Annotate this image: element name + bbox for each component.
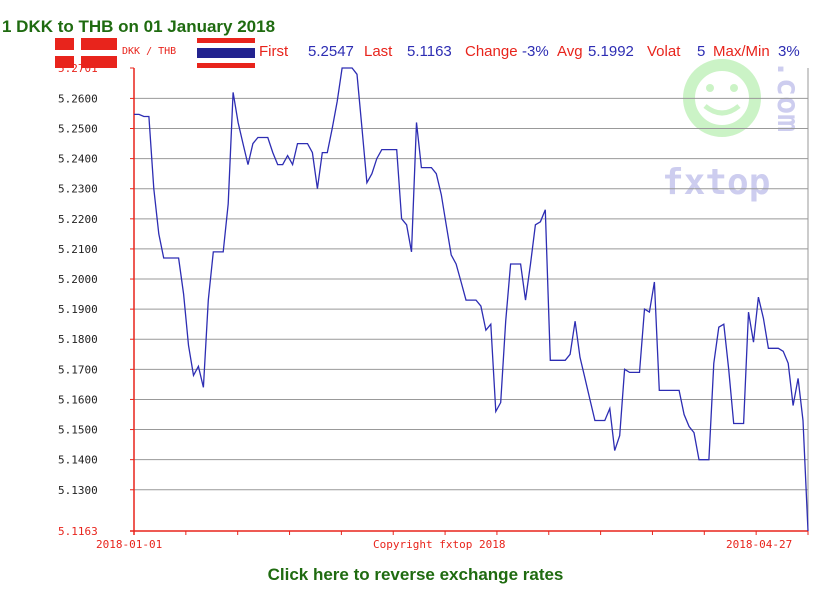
avg-value: 5.1992 <box>588 43 634 60</box>
y-tick-label: 5.2100 <box>58 243 98 256</box>
volat-value: 5 <box>697 43 705 60</box>
maxmin-value: 3% <box>778 43 800 60</box>
series-line-dkk-thb <box>134 67 809 532</box>
reverse-rates-link[interactable]: Click here to reverse exchange rates <box>267 565 564 584</box>
maxmin-label: Max/Min <box>713 43 770 60</box>
change-label: Change <box>465 43 518 60</box>
y-tick-label: 5.1163 <box>58 525 98 538</box>
first-value: 5.2547 <box>308 43 354 60</box>
y-tick-label: 5.1800 <box>58 333 98 346</box>
y-tick-label: 5.2500 <box>58 123 98 136</box>
change-value: -3% <box>522 43 549 60</box>
stats-bar: First 5.2547 Last 5.1163 Change -3% Avg … <box>259 43 800 60</box>
thailand-flag-icon <box>197 38 255 68</box>
last-label: Last <box>364 43 393 60</box>
plot-area: 5.2701 5.2600 5.2500 5.2400 5.2300 5.2200 5.21… <box>58 62 809 538</box>
y-tick-label: 5.1600 <box>58 393 98 406</box>
currency-pair-label: DKK / THB <box>122 46 176 57</box>
denmark-flag-icon <box>55 38 117 68</box>
y-tick-label: 5.2300 <box>58 183 98 196</box>
watermark-brand: fxtop <box>662 162 770 203</box>
avg-label: Avg <box>557 43 583 60</box>
y-tick-label: 5.2600 <box>58 92 98 105</box>
y-tick-label: 5.1300 <box>58 484 98 497</box>
fxtop-watermark: .com fxtop <box>662 59 805 203</box>
first-label: First <box>259 43 289 60</box>
x-tick-label-copyright: Copyright fxtop 2018 <box>373 538 505 551</box>
watermark-domain: .com <box>770 60 805 132</box>
last-value: 5.1163 <box>407 43 452 60</box>
y-tick-label: 5.1400 <box>58 454 98 467</box>
y-tick-label: 5.2400 <box>58 153 98 166</box>
y-tick-label: 5.2701 <box>58 62 98 75</box>
chart-title: 1 DKK to THB on 01 January 2018 <box>2 17 275 36</box>
y-tick-label: 5.2200 <box>58 213 98 226</box>
volat-label: Volat <box>647 43 681 60</box>
y-tick-label: 5.2000 <box>58 273 98 286</box>
x-tick-label-end: 2018-04-27 <box>726 538 792 551</box>
y-tick-label: 5.1700 <box>58 363 98 376</box>
y-tick-label: 5.1500 <box>58 424 98 437</box>
x-tick-label-start: 2018-01-01 <box>96 538 162 551</box>
y-tick-label: 5.1900 <box>58 303 98 316</box>
